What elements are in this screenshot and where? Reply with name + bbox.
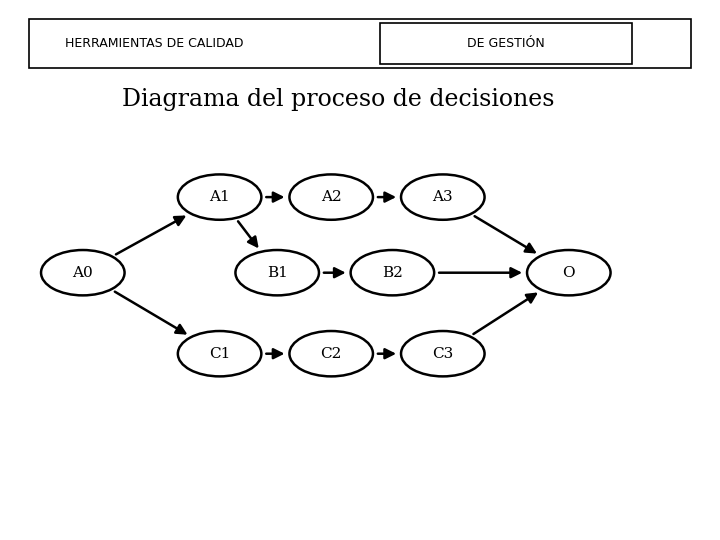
Ellipse shape [401,331,485,376]
Ellipse shape [351,250,434,295]
Text: HERRAMIENTAS DE CALIDAD: HERRAMIENTAS DE CALIDAD [66,37,244,50]
Text: A0: A0 [73,266,93,280]
Text: A1: A1 [210,190,230,204]
Bar [380,23,631,64]
Ellipse shape [178,331,261,376]
Text: B2: B2 [382,266,402,280]
Text: O: O [562,266,575,280]
Ellipse shape [289,174,373,220]
Text: Diagrama del proceso de decisiones: Diagrama del proceso de decisiones [122,89,554,111]
Text: C3: C3 [432,347,454,361]
Ellipse shape [178,174,261,220]
Ellipse shape [41,250,125,295]
Text: A3: A3 [433,190,453,204]
Ellipse shape [235,250,319,295]
Text: A2: A2 [321,190,341,204]
Ellipse shape [401,174,485,220]
Text: B1: B1 [267,266,287,280]
Text: C2: C2 [320,347,342,361]
Text: C1: C1 [209,347,230,361]
Ellipse shape [289,331,373,376]
Bar [29,19,691,68]
Ellipse shape [527,250,611,295]
Text: DE GESTIÓN: DE GESTIÓN [467,37,544,50]
